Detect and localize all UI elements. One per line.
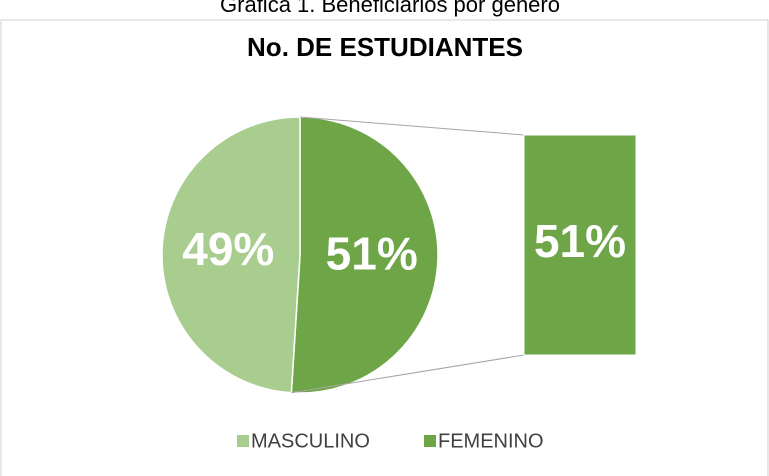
caption: Gráfica 1. Beneficiarios por género <box>220 0 560 17</box>
legend-label: MASCULINO <box>251 430 370 452</box>
connector <box>299 116 525 136</box>
connector <box>291 354 525 394</box>
legend-swatch <box>424 435 436 447</box>
data-label: 51% <box>534 215 626 267</box>
chart-title: No. DE ESTUDIANTES <box>247 32 523 62</box>
legend-label: FEMENINO <box>438 430 544 452</box>
data-label: 51% <box>326 227 418 279</box>
bar <box>523 134 637 356</box>
legend-swatch <box>237 435 249 447</box>
data-label: 49% <box>182 223 274 275</box>
pie-slice <box>161 116 301 394</box>
chart-frame <box>0 19 769 476</box>
